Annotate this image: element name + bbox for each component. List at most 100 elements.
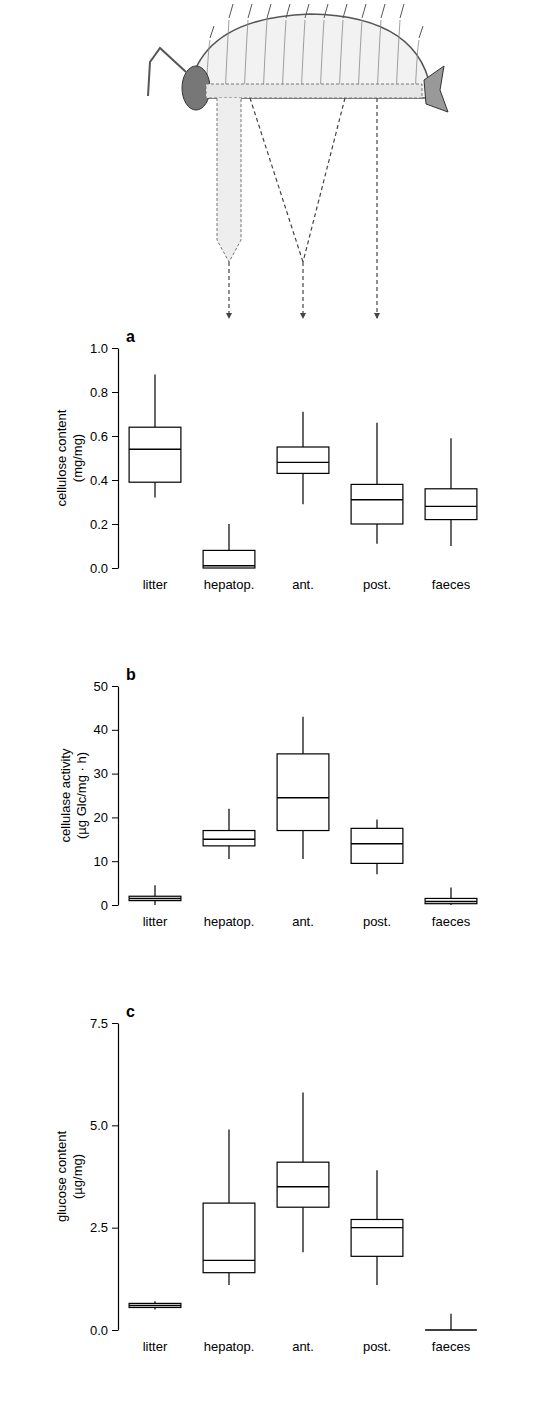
box-plot (425, 887, 477, 905)
isopod-spine (419, 26, 423, 38)
y-axis-title: glucose content(µg/mg) (54, 1131, 85, 1222)
boxes (129, 374, 477, 568)
box-plot (129, 885, 181, 905)
x-axis: litterhepatop.ant.post.faeces (143, 1339, 471, 1354)
y-tick-mark (112, 524, 118, 525)
x-tick: post. (363, 577, 391, 592)
y-tick-mark (112, 905, 118, 906)
x-tick: post. (363, 1339, 391, 1354)
y-tick: 5.0 (90, 1118, 118, 1133)
box (129, 427, 181, 482)
y-axis-title: cellulase activity(µg Glc/mg · h) (58, 748, 89, 842)
y-axis-title-line: (µg Glc/mg · h) (74, 752, 89, 839)
y-tick-mark (112, 392, 118, 393)
box-plot (129, 374, 181, 497)
box (277, 1162, 329, 1207)
y-tick-mark (112, 774, 118, 775)
y-tick-label: 1.0 (90, 341, 108, 356)
y-tick-mark (112, 348, 118, 349)
box-plot (203, 809, 255, 859)
y-tick: 0.0 (90, 561, 118, 576)
box-plot (351, 820, 403, 875)
y-tick-label: 40 (94, 722, 108, 737)
y-tick: 10 (94, 854, 118, 869)
y-tick-mark (112, 1330, 118, 1331)
pointer-arrowhead (374, 313, 380, 319)
box (351, 484, 403, 524)
y-axis-title-line: cellulase activity (58, 748, 73, 842)
isopod-spine (362, 4, 366, 18)
y-tick: 0.8 (90, 385, 118, 400)
y-axis-line (118, 1024, 119, 1331)
x-tick: litter (143, 914, 168, 929)
y-tick: 0.6 (90, 429, 118, 444)
median (129, 898, 181, 899)
y-tick: 1.0 (90, 341, 118, 356)
y-tick-label: 10 (94, 854, 108, 869)
x-tick: post. (363, 914, 391, 929)
y-axis-title: cellulose content(mg/mg) (54, 409, 85, 506)
y-tick-label: 0.4 (90, 473, 108, 488)
isopod-spine (343, 4, 347, 18)
pointer-line (228, 262, 229, 318)
x-tick-label: post. (363, 1339, 391, 1354)
panel: 01020304050cellulase activity(µg Glc/mg … (58, 666, 477, 929)
x-tick-label: faeces (432, 914, 471, 929)
isopod-spine (305, 4, 309, 18)
y-tick-mark (112, 436, 118, 437)
x-tick: hepatop. (204, 914, 255, 929)
y-tick: 0.4 (90, 473, 118, 488)
y-tick-label: 5.0 (90, 1118, 108, 1133)
pointer-arrowhead (300, 313, 306, 319)
isopod-spine (286, 4, 290, 18)
box (425, 898, 477, 903)
y-axis-title-line: glucose content (54, 1131, 69, 1222)
box (129, 896, 181, 900)
box-plot (425, 438, 477, 546)
y-axis: 01020304050 (94, 679, 119, 913)
median (425, 1329, 477, 1330)
box (203, 550, 255, 568)
upper-whisker (228, 524, 229, 550)
y-tick-mark (112, 568, 118, 569)
upper-whisker (302, 1093, 303, 1163)
y-tick-mark (112, 1228, 118, 1229)
boxes (129, 717, 477, 905)
panel: 0.00.20.40.60.81.0cellulose content(mg/m… (54, 328, 477, 592)
y-tick-mark (112, 480, 118, 481)
lower-whisker (302, 831, 303, 859)
isopod-spine (381, 4, 385, 18)
isopod-illustration (148, 4, 448, 319)
lower-whisker (228, 846, 229, 859)
box-plot (425, 1314, 477, 1330)
upper-whisker (228, 1129, 229, 1203)
upper-whisker (450, 887, 451, 898)
lower-whisker (302, 473, 303, 504)
box (203, 831, 255, 846)
x-tick-label: hepatop. (204, 914, 255, 929)
pointer-line (376, 98, 377, 318)
y-tick-mark (112, 686, 118, 687)
upper-whisker (450, 438, 451, 489)
median (351, 499, 403, 500)
y-tick: 50 (94, 679, 118, 694)
median (203, 839, 255, 840)
y-tick-mark (112, 730, 118, 731)
lower-whisker (376, 1256, 377, 1285)
y-tick: 30 (94, 766, 118, 781)
isopod-body (188, 14, 432, 98)
y-tick-label: 20 (94, 810, 108, 825)
y-tick: 7.5 (90, 1016, 118, 1031)
x-tick-label: post. (363, 914, 391, 929)
x-tick-label: ant. (292, 914, 314, 929)
x-tick: faeces (432, 914, 471, 929)
y-tick: 0.0 (90, 1323, 118, 1338)
pointer-arrowhead (226, 313, 232, 319)
boxes (129, 1093, 477, 1330)
y-tick-mark (112, 861, 118, 862)
y-tick-label: 2.5 (90, 1220, 108, 1235)
y-tick-label: 0.6 (90, 429, 108, 444)
isopod-tail (424, 66, 448, 112)
x-tick-label: post. (363, 577, 391, 592)
y-tick: 40 (94, 722, 118, 737)
